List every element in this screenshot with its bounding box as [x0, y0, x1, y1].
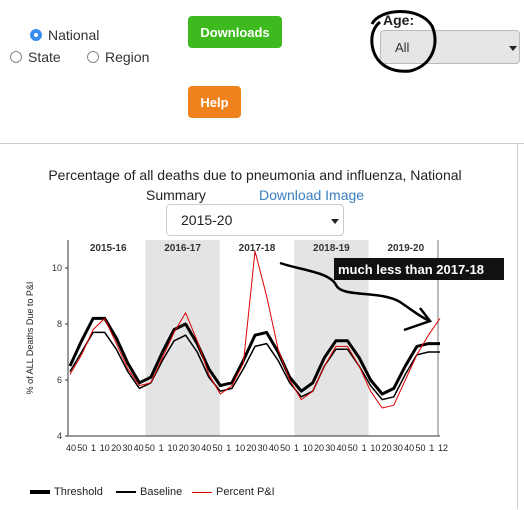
series-line-threshold [68, 316, 440, 396]
x-tick-label: 1 [294, 443, 299, 453]
x-tick-label: 40 [66, 443, 76, 453]
x-tick-label: 40 [134, 443, 144, 453]
radio-national-dot[interactable] [30, 29, 42, 41]
x-tick-label: 20 [382, 443, 392, 453]
chart-panel [0, 143, 524, 510]
season-label: 2015-16 [90, 243, 127, 254]
radio-region-label: Region [105, 49, 150, 65]
x-tick-label: 10 [235, 443, 245, 453]
download-image-link[interactable]: Download Image [259, 187, 365, 203]
x-tick-label: 20 [246, 443, 256, 453]
y-tick-label: 4 [57, 431, 62, 441]
chart-annotation: much less than 2017-18 [338, 262, 484, 277]
x-tick-label: 30 [325, 443, 335, 453]
x-tick-label: 10 [303, 443, 313, 453]
annotation-box [334, 258, 504, 280]
x-tick-label: 20 [111, 443, 121, 453]
x-tick-label: 20 [314, 443, 324, 453]
x-tick-label: 30 [258, 443, 268, 453]
downloads-button[interactable]: Downloads [188, 16, 282, 48]
x-tick-label: 10 [370, 443, 380, 453]
x-tick-label: 50 [415, 443, 425, 453]
x-tick-label: 30 [190, 443, 200, 453]
y-tick-label: 8 [57, 319, 62, 329]
x-tick-label: 10 [167, 443, 177, 453]
x-tick-label: 1 [159, 443, 164, 453]
x-tick-label: 12 [438, 443, 448, 453]
x-tick-label: 40 [337, 443, 347, 453]
chart-subtitle: Summary [146, 187, 206, 203]
chevron-down-icon [331, 219, 339, 224]
y-tick-label: 10 [52, 263, 62, 273]
legend-baseline-label: Baseline [140, 486, 183, 498]
help-button[interactable]: Help [188, 86, 241, 118]
radio-region-dot[interactable] [87, 51, 99, 63]
x-tick-label: 20 [179, 443, 189, 453]
x-tick-label: 10 [100, 443, 110, 453]
x-tick-label: 50 [348, 443, 358, 453]
y-tick-label: 6 [57, 375, 62, 385]
radio-state[interactable]: State [10, 49, 61, 65]
y-axis-label: % of ALL Deaths Due to P&I [25, 282, 35, 395]
season-label: 2016-17 [164, 243, 201, 254]
season-band [145, 240, 220, 436]
panel-border [517, 143, 518, 509]
chevron-down-icon [509, 46, 517, 51]
legend-percent-pi: Percent P&I [192, 486, 275, 498]
x-tick-label: 40 [269, 443, 279, 453]
series-line-baseline [69, 331, 440, 401]
series-line-percent-p-i [69, 250, 441, 409]
radio-state-label: State [28, 49, 61, 65]
legend-threshold: Threshold [30, 486, 103, 498]
radio-region[interactable]: Region [87, 49, 149, 65]
chart-title: Percentage of all deaths due to pneumoni… [48, 167, 462, 183]
legend-baseline: Baseline [116, 486, 182, 498]
x-tick-label: 1 [91, 443, 96, 453]
legend-percent-pi-label: Percent P&I [216, 486, 275, 498]
x-tick-label: 50 [280, 443, 290, 453]
x-tick-label: 1 [226, 443, 231, 453]
x-tick-label: 30 [393, 443, 403, 453]
season-label: 2017-18 [239, 243, 276, 254]
radio-national[interactable]: National [30, 27, 99, 43]
hand-drawn-arrow [279, 261, 429, 322]
x-tick-label: 40 [404, 443, 414, 453]
radio-state-dot[interactable] [10, 51, 22, 63]
x-tick-label: 30 [122, 443, 132, 453]
x-tick-label: 40 [201, 443, 211, 453]
season-label: 2018-19 [313, 243, 350, 254]
x-tick-label: 1 [362, 443, 367, 453]
season-select[interactable]: 2015-20 [166, 204, 344, 236]
radio-national-label: National [48, 27, 100, 43]
x-tick-label: 50 [77, 443, 87, 453]
legend-threshold-label: Threshold [54, 486, 103, 498]
legend-percent-pi-swatch [192, 491, 212, 493]
legend-baseline-swatch [116, 491, 136, 493]
season-select-value: 2015-20 [181, 212, 233, 228]
legend-threshold-swatch [30, 490, 50, 494]
x-tick-label: 50 [213, 443, 223, 453]
season-label: 2019-20 [387, 243, 424, 254]
x-tick-label: 1 [429, 443, 434, 453]
x-tick-label: 50 [145, 443, 155, 453]
arrow-head [403, 307, 433, 332]
